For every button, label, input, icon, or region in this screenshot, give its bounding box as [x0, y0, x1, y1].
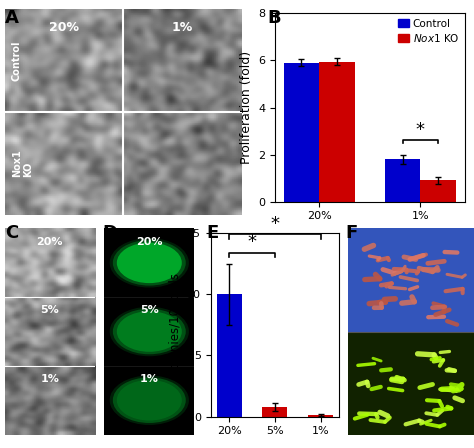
- Text: 5%: 5%: [140, 306, 159, 315]
- Ellipse shape: [117, 380, 182, 421]
- Legend: Control, $\it{Nox1}$ KO: Control, $\it{Nox1}$ KO: [398, 19, 459, 44]
- Ellipse shape: [109, 238, 189, 288]
- Bar: [420, 181, 456, 202]
- Text: D: D: [102, 224, 117, 242]
- Bar: [104, 297, 194, 366]
- Text: B: B: [268, 9, 282, 27]
- Text: *: *: [271, 215, 279, 233]
- Text: C: C: [5, 224, 18, 242]
- Text: *: *: [416, 121, 425, 139]
- Text: 1%: 1%: [40, 374, 59, 384]
- Bar: [104, 366, 194, 435]
- Y-axis label: Colonies/10⁵ cells: Colonies/10⁵ cells: [169, 273, 182, 377]
- Ellipse shape: [109, 307, 189, 356]
- Bar: [308, 415, 333, 417]
- Ellipse shape: [117, 242, 182, 283]
- Y-axis label: Proliferation (fold): Proliferation (fold): [239, 51, 253, 164]
- Ellipse shape: [117, 311, 182, 352]
- Bar: [348, 228, 474, 332]
- Text: *: *: [247, 233, 256, 251]
- Bar: [385, 159, 420, 202]
- Text: 20%: 20%: [36, 237, 63, 247]
- Text: 1%: 1%: [172, 22, 193, 34]
- Text: 5%: 5%: [40, 306, 59, 315]
- Text: E: E: [206, 224, 219, 242]
- Bar: [217, 294, 242, 417]
- Text: A: A: [5, 9, 18, 27]
- Bar: [263, 407, 287, 417]
- Text: 20%: 20%: [49, 22, 79, 34]
- Bar: [319, 62, 355, 202]
- Ellipse shape: [113, 240, 186, 285]
- Bar: [348, 332, 474, 435]
- Ellipse shape: [113, 309, 186, 354]
- Bar: [283, 63, 319, 202]
- Ellipse shape: [109, 375, 189, 425]
- Ellipse shape: [113, 378, 186, 423]
- Text: Nox1
KO: Nox1 KO: [12, 150, 34, 177]
- Text: Control: Control: [12, 40, 22, 81]
- Text: 1%: 1%: [140, 374, 159, 384]
- Text: 20%: 20%: [136, 237, 163, 247]
- Text: F: F: [345, 224, 357, 242]
- Bar: [104, 228, 194, 297]
